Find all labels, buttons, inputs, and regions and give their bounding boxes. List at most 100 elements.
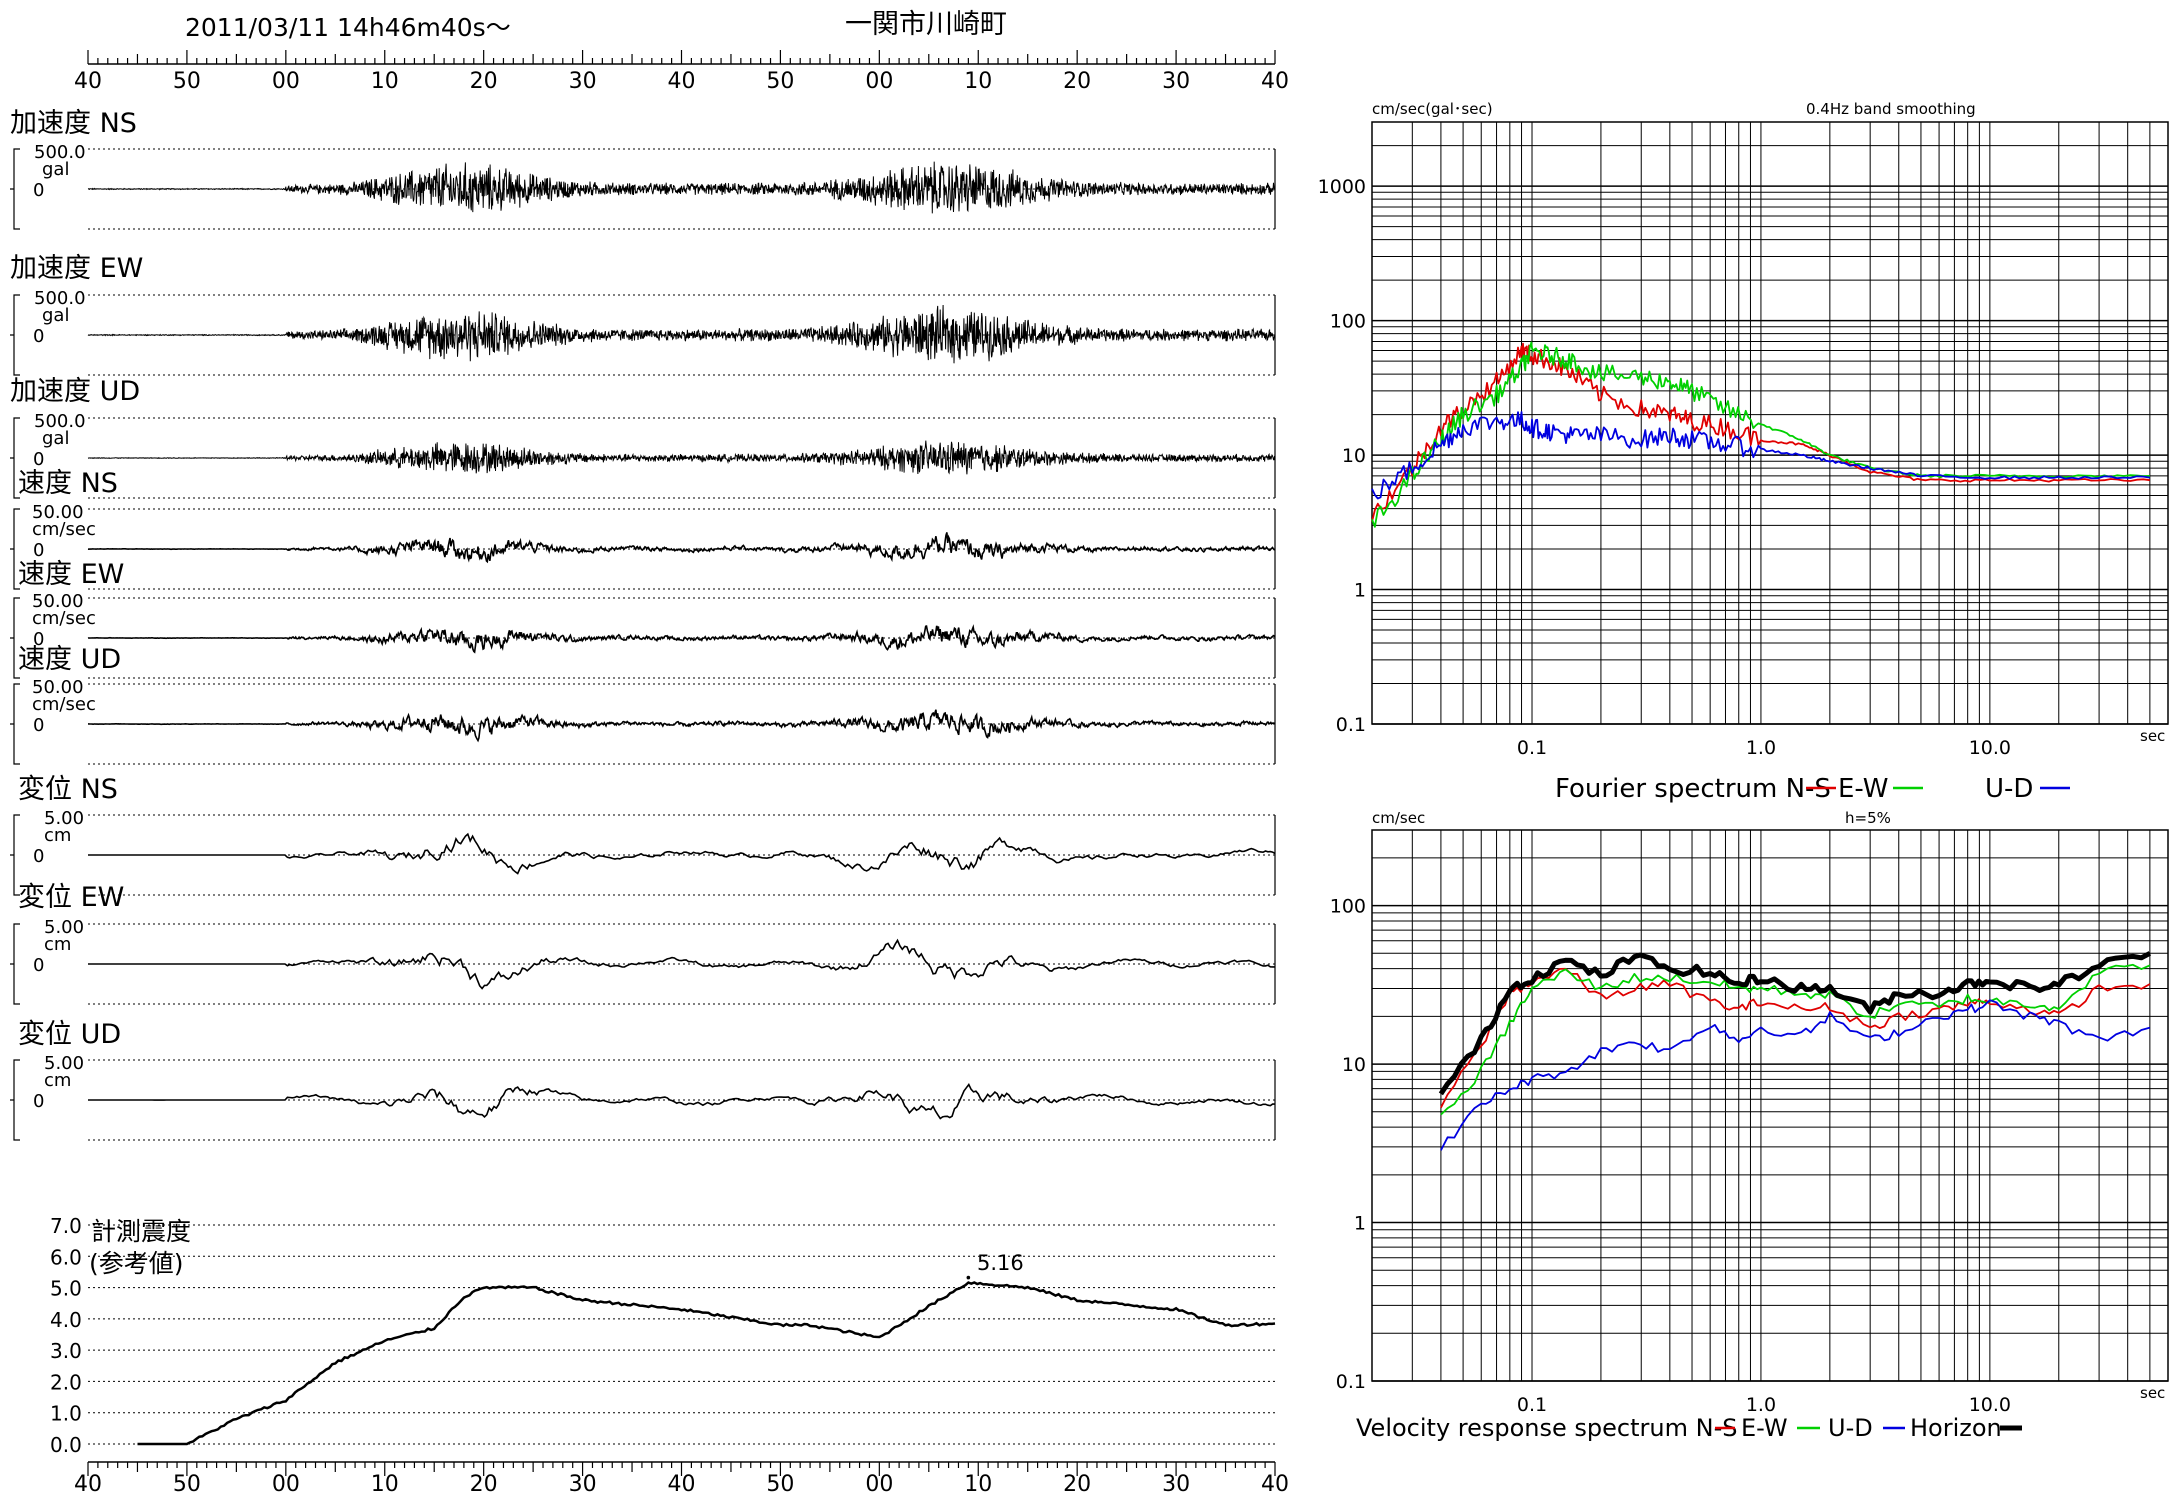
time-tick-label: 50: [173, 1472, 201, 1497]
waveform-title: 変位 UD: [18, 1019, 121, 1050]
waveform-scale: 5.00: [44, 808, 84, 829]
waveform-unit: cm/sec: [32, 608, 96, 629]
x-tick-label: 0.1: [1517, 1394, 1547, 1416]
intensity-y-tick: 2.0: [50, 1370, 82, 1394]
x-tick-label: 10.0: [1969, 1394, 2011, 1416]
waveform-trace: [87, 624, 1276, 654]
y-tick-label: 10: [1342, 1054, 1366, 1076]
time-tick-label: 20: [470, 69, 498, 94]
time-tick-label: 40: [1261, 1472, 1289, 1497]
y-tick-label: 100: [1330, 896, 1366, 918]
y-tick-label: 100: [1330, 311, 1366, 333]
response-x-unit: sec: [2140, 1384, 2165, 1402]
intensity-y-tick: 0.0: [50, 1433, 82, 1457]
series-n-s-line: [1371, 342, 2151, 522]
time-tick-label: 20: [1063, 1472, 1091, 1497]
waveform-unit: cm: [44, 825, 71, 846]
bottom-time-axis: 40 50 00 10 20 30 40 50 00 10 20 30 40: [74, 1461, 1289, 1497]
header-datetime: 2011/03/11 14h46m40s〜: [185, 13, 511, 42]
waveform-trace: [87, 532, 1275, 564]
time-tick-label: 00: [865, 1472, 893, 1497]
time-tick-label: 10: [371, 69, 399, 94]
fourier-legend-ew: E-W: [1838, 774, 1888, 804]
waveform-trace: [87, 161, 1276, 214]
waveform-unit: cm: [44, 1070, 71, 1091]
time-tick-label: 50: [766, 1472, 794, 1497]
intensity-y-tick: 4.0: [50, 1308, 82, 1332]
waveform-scale: 50.00: [32, 591, 84, 612]
response-ylabel: cm/sec: [1372, 809, 1425, 827]
intensity-label-2: (参考値): [89, 1249, 184, 1278]
waveform-zero: 0: [33, 629, 44, 650]
y-tick-label: 0.1: [1336, 1371, 1366, 1393]
x-tick-label: 10.0: [1969, 737, 2011, 759]
intensity-line: [137, 1281, 1276, 1446]
response-caption: Velocity response spectrum N-S: [1356, 1414, 1737, 1442]
series-e-w-line: [1371, 341, 2150, 528]
waveform-scale: 500.0: [34, 288, 86, 309]
response-subtitle: h=5%: [1845, 809, 1891, 827]
waveform-zero: 0: [33, 1091, 44, 1112]
waveform-trace: [88, 709, 1276, 743]
series-u-d-line: [1371, 411, 2151, 500]
waveform-zero: 0: [33, 449, 44, 470]
waveform-unit: cm/sec: [32, 519, 96, 540]
response-legend-horizon: Horizon: [1910, 1414, 2002, 1442]
series-n-s-line: [1440, 967, 2151, 1109]
time-tick-label: 50: [766, 69, 794, 94]
waveform-zero: 0: [33, 955, 44, 976]
fourier-caption: Fourier spectrum N-S: [1555, 774, 1831, 804]
x-tick-label: 1.0: [1746, 737, 1776, 759]
time-tick-label: 00: [865, 69, 893, 94]
time-tick-label: 40: [74, 1472, 102, 1497]
top-time-axis: 40 50 00 10 20 30 40 50 00 10 20 30 40: [74, 50, 1289, 94]
waveform-trace: [88, 938, 1275, 990]
time-tick-label: 00: [272, 69, 300, 94]
intensity-label-1: 計測震度: [91, 1217, 191, 1246]
waveform-scale: 500.0: [34, 142, 86, 163]
time-tick-label: 10: [964, 1472, 992, 1497]
y-tick-label: 1: [1354, 580, 1366, 602]
intensity-y-tick: 5.0: [50, 1277, 82, 1301]
waveform-unit: gal: [42, 159, 69, 180]
waveform-title: 速度 NS: [18, 468, 118, 499]
waveform-scale: 5.00: [44, 917, 84, 938]
fourier-legend-ud: U-D: [1985, 774, 2033, 804]
waveform-zero: 0: [33, 540, 44, 561]
waveform-zero: 0: [33, 180, 44, 201]
intensity-y-tick: 3.0: [50, 1339, 82, 1363]
fourier-x-unit: sec: [2140, 727, 2165, 745]
intensity-y-tick: 1.0: [50, 1402, 82, 1426]
waveform-title: 加速度 EW: [10, 253, 143, 284]
intensity-peak-label: 5.16: [977, 1251, 1024, 1275]
time-tick-label: 40: [74, 69, 102, 94]
response-legend-ud: U-D: [1828, 1414, 1873, 1442]
waveform-zero: 0: [33, 846, 44, 867]
x-tick-label: 1.0: [1746, 1394, 1776, 1416]
series-u-d-line: [1440, 999, 2151, 1151]
fourier-subtitle: 0.4Hz band smoothing: [1806, 100, 1976, 118]
waveform-scale: 5.00: [44, 1053, 84, 1074]
header-station: 一関市川崎町: [845, 9, 1007, 40]
time-tick-label: 40: [1261, 69, 1289, 94]
y-tick-label: 0.1: [1336, 714, 1366, 736]
waveform-trace: [87, 440, 1276, 475]
velocity-response-chart: cm/sec h=5% sec Velocity response spectr…: [1330, 809, 2169, 1442]
waveform-zero: 0: [33, 715, 44, 736]
time-tick-label: 30: [569, 1472, 597, 1497]
time-tick-label: 40: [668, 69, 696, 94]
waveform-unit: gal: [42, 305, 69, 326]
time-tick-label: 50: [173, 69, 201, 94]
waveform-scale: 50.00: [32, 502, 84, 523]
waveform-unit: gal: [42, 428, 69, 449]
waveform-title: 加速度 UD: [10, 376, 140, 407]
waveform-unit: cm/sec: [32, 694, 96, 715]
waveform-title: 加速度 NS: [10, 108, 137, 139]
